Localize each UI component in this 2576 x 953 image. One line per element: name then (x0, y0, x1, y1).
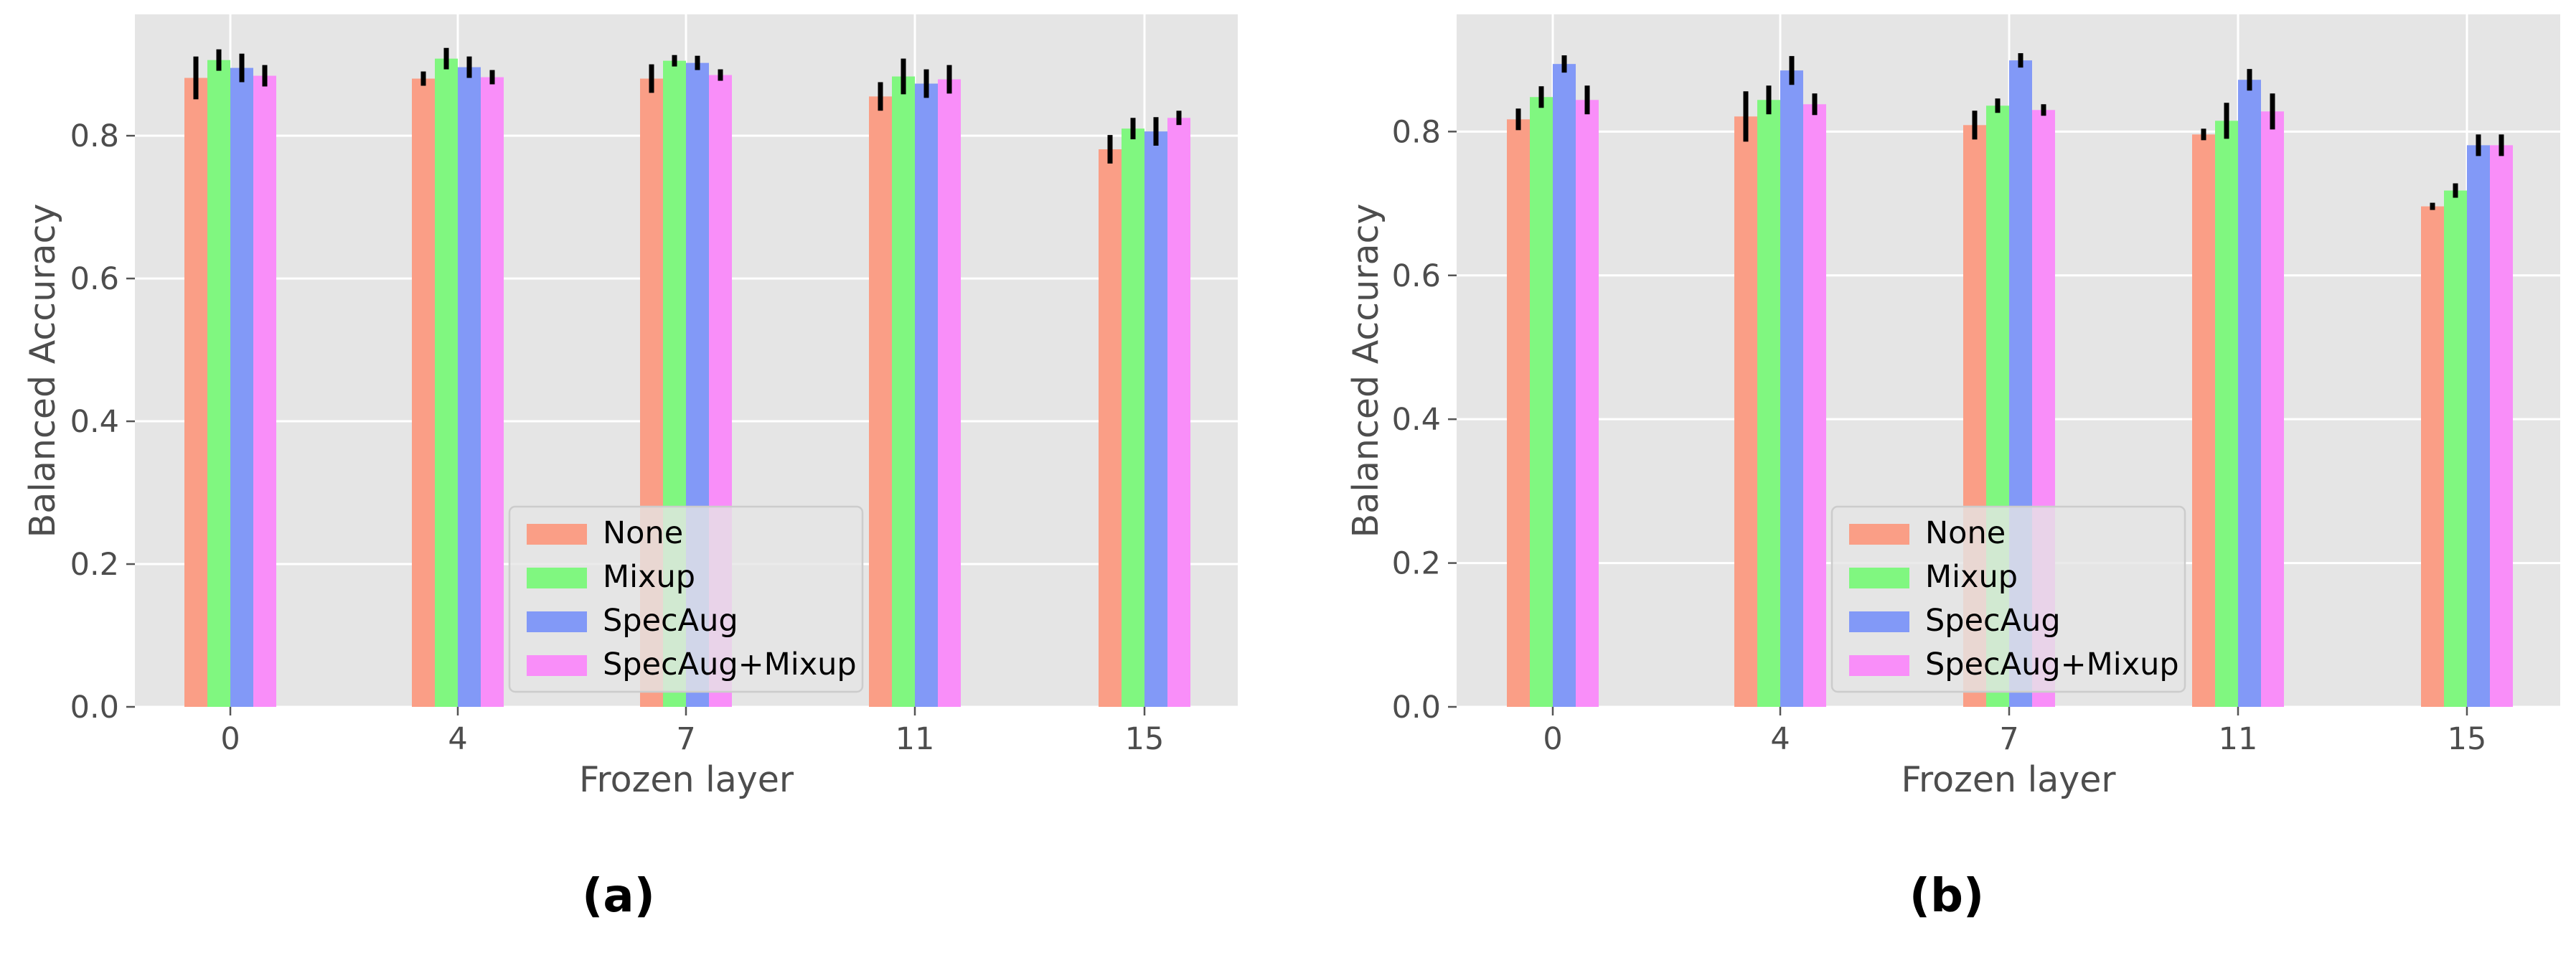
legend-label: SpecAug (603, 603, 738, 639)
x-tick-label: 11 (896, 721, 935, 757)
panel-label: (b) (1909, 870, 1984, 923)
bar-mixup-11 (892, 76, 915, 708)
x-tick-label: 4 (448, 721, 467, 757)
y-tick-label: 0.6 (70, 261, 119, 297)
legend-box (508, 505, 864, 693)
legend-swatch (1849, 524, 1909, 545)
bar-specaug-4 (1780, 70, 1803, 708)
bar-specaug-mixup-15 (1167, 118, 1190, 708)
x-tick-label: 7 (676, 721, 695, 757)
legend-swatch (527, 655, 587, 676)
x-axis-label: Frozen layer (579, 759, 794, 800)
bar-none-4 (412, 78, 435, 708)
bar-mixup-11 (2215, 121, 2238, 707)
bar-specaug-mixup-11 (938, 79, 961, 707)
x-tick-label: 15 (2448, 721, 2487, 757)
legend-label: SpecAug+Mixup (1925, 647, 2179, 682)
x-tick-label: 7 (1999, 721, 2018, 757)
x-tick-label: 15 (1125, 721, 1165, 757)
bar-specaug-mixup-0 (1576, 100, 1599, 708)
y-tick-label: 0.4 (1392, 402, 1441, 438)
bar-none-15 (1099, 149, 1122, 708)
legend-swatch (527, 524, 587, 545)
x-tick-label: 11 (2219, 721, 2258, 757)
legend-label: None (603, 515, 683, 551)
bar-specaug-mixup-4 (1803, 104, 1826, 708)
x-axis-label: Frozen layer (1901, 759, 2116, 800)
y-tick-label: 0.8 (70, 118, 119, 154)
bar-specaug-mixup-4 (481, 77, 504, 708)
bar-none-0 (1507, 119, 1530, 707)
x-tick-label: 0 (220, 721, 240, 757)
bar-specaug-4 (458, 67, 481, 708)
bar-mixup-15 (2444, 190, 2467, 708)
bar-specaug-0 (1553, 64, 1576, 707)
panel-label: (a) (582, 870, 655, 923)
bar-none-0 (184, 78, 207, 707)
y-axis-label: Balanced Accuracy (1345, 204, 1386, 538)
y-tick-label: 0.0 (1392, 690, 1441, 726)
bar-none-15 (2421, 206, 2444, 707)
panel-a: 0.0 0.2 0.4 0.6 0.8 0 4 7 11 15 Frozen layer Balanc… (22, 14, 1238, 923)
bar-specaug-mixup-0 (253, 75, 276, 707)
bar-mixup-15 (1122, 128, 1144, 707)
bar-mixup-4 (435, 58, 458, 707)
bar-specaug-11 (915, 83, 938, 707)
x-tick-label: 4 (1770, 721, 1790, 757)
bar-specaug-0 (230, 67, 253, 707)
y-tick-label: 0.0 (70, 690, 119, 726)
bar-mixup-0 (207, 60, 230, 707)
y-tick-label: 0.8 (1392, 114, 1441, 150)
legend-label: Mixup (603, 559, 695, 595)
legend-swatch (527, 568, 587, 588)
legend-label: None (1925, 515, 2006, 551)
bar-specaug-mixup-11 (2261, 111, 2284, 707)
bar-specaug-11 (2238, 80, 2261, 708)
bar-specaug-15 (2467, 145, 2490, 707)
legend-label: Mixup (1925, 559, 2018, 595)
legend-swatch (1849, 655, 1909, 676)
legend-swatch (1849, 611, 1909, 632)
panel-b: 0.0 0.2 0.4 0.6 0.8 0 4 7 11 15 Frozen layer Balanc… (1345, 14, 2560, 923)
bar-specaug-15 (1144, 131, 1167, 707)
bar-none-4 (1734, 116, 1757, 707)
legend-swatch (1849, 568, 1909, 588)
bar-specaug-mixup-15 (2490, 145, 2513, 707)
legend-box (1830, 505, 2186, 693)
bar-mixup-0 (1530, 97, 1553, 707)
y-tick-label: 0.2 (70, 547, 119, 583)
bar-none-11 (2192, 134, 2215, 708)
legend-label: SpecAug (1925, 603, 2061, 639)
bar-mixup-4 (1757, 100, 1780, 708)
legend-label: SpecAug+Mixup (603, 647, 857, 682)
y-axis-label: Balanced Accuracy (22, 204, 63, 538)
x-tick-label: 0 (1543, 721, 1562, 757)
y-tick-label: 0.6 (1392, 258, 1441, 294)
legend-swatch (527, 611, 587, 632)
bar-none-11 (869, 96, 892, 707)
y-tick-label: 0.4 (70, 404, 119, 440)
y-tick-label: 0.2 (1392, 546, 1441, 582)
